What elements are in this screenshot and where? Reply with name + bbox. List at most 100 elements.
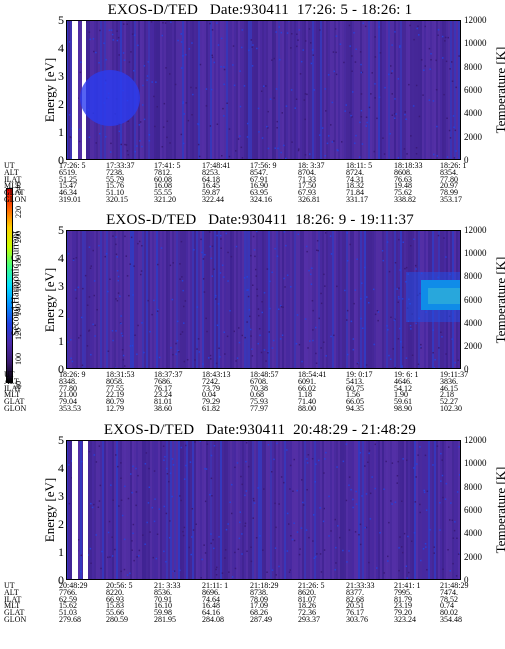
spectrogram-column	[400, 440, 402, 580]
orbit-value: 78.09	[250, 594, 268, 604]
spectrogram-column	[166, 20, 168, 160]
orbit-row-name: GLAT	[4, 608, 25, 618]
spectrogram-column	[336, 440, 338, 580]
spectrogram-speckle	[365, 493, 368, 495]
spectrogram-column	[324, 20, 326, 160]
spectrogram-column	[148, 440, 150, 580]
spectrogram-speckle	[389, 358, 392, 360]
spectrogram-speckle	[239, 521, 241, 523]
spectrogram-column	[270, 440, 272, 580]
spectrogram-speckle	[319, 134, 321, 136]
spectrogram-column	[352, 20, 354, 160]
orbit-value: 7766.	[59, 587, 77, 597]
spectrogram-speckle	[249, 315, 251, 318]
spectrogram-column	[94, 440, 96, 580]
spectrogram-speckle	[386, 241, 389, 243]
spectrogram-speckle	[454, 521, 456, 523]
orbit-value: 303.76	[346, 614, 368, 624]
spectrogram-speckle	[199, 440, 201, 442]
spectrogram-column	[222, 20, 224, 160]
spectrogram-speckle	[446, 156, 449, 158]
spectrogram-speckle	[180, 446, 183, 449]
orbit-value: 55.66	[106, 608, 124, 618]
spectrogram-column	[322, 440, 324, 580]
spectrogram-column	[360, 440, 362, 580]
spectrogram-speckle	[390, 65, 392, 67]
spectrogram-speckle	[210, 454, 213, 457]
spectrogram-column	[356, 230, 358, 369]
spectrogram-speckle	[286, 550, 289, 552]
spectrogram-column	[298, 230, 300, 369]
spectrogram-column	[182, 440, 184, 580]
spectrogram-speckle	[96, 309, 98, 311]
spectrogram-column	[456, 440, 458, 580]
spectrogram-speckle	[304, 93, 307, 95]
spectrogram-speckle	[420, 59, 423, 61]
spectrogram-column	[428, 20, 430, 160]
orbit-row-name: MLT	[4, 601, 21, 611]
spectrogram-speckle	[78, 337, 80, 339]
spectrogram-speckle	[227, 523, 229, 525]
spectrogram-speckle	[195, 87, 197, 89]
spectrogram-speckle	[314, 481, 316, 483]
spectrogram-speckle	[135, 467, 137, 470]
spectrogram-column	[90, 440, 92, 580]
spectrogram-column	[328, 230, 330, 369]
spectrogram-column	[394, 230, 396, 369]
spectrogram-column	[72, 230, 74, 369]
spectrogram-speckle	[147, 502, 150, 504]
colorbar-tick: 100	[14, 352, 23, 365]
spectrogram-speckle	[210, 257, 213, 260]
spectrogram-speckle	[86, 345, 89, 347]
spectrogram-column	[332, 20, 334, 160]
orbit-value: 23.24	[154, 390, 172, 400]
spectrogram-speckle	[110, 142, 112, 145]
spectrogram-speckle	[229, 310, 231, 312]
spectrogram-speckle	[223, 115, 225, 117]
spectrogram-column	[136, 440, 138, 580]
spectrogram-speckle	[359, 523, 362, 526]
spectrogram-speckle	[214, 294, 217, 297]
spectrogram-column	[332, 440, 334, 580]
spectrogram-column	[252, 440, 254, 580]
spectrogram-speckle	[107, 531, 110, 534]
spectrogram-speckle	[276, 127, 278, 129]
orbit-value: 2.18	[440, 390, 454, 400]
spectrogram-speckle	[271, 569, 274, 571]
spectrogram-speckle	[255, 537, 258, 539]
panel-1-ylabel-right: Temperature [K]	[493, 46, 505, 134]
spectrogram-speckle	[422, 548, 425, 550]
spectrogram-column	[350, 230, 352, 369]
orbit-value: 80.79	[106, 397, 124, 407]
spectrogram-speckle	[455, 150, 457, 152]
spectrogram-speckle	[298, 343, 301, 346]
spectrogram-speckle	[158, 356, 161, 359]
spectrogram-speckle	[68, 502, 71, 505]
spectrogram-speckle	[349, 243, 351, 246]
spectrogram-speckle	[140, 270, 143, 272]
y-tick-label: 3	[58, 69, 64, 83]
spectrogram-column	[176, 440, 178, 580]
spectrogram-column	[242, 230, 244, 369]
spectrogram-speckle	[330, 530, 332, 532]
orbit-value: 20.97	[440, 181, 458, 191]
spectrogram-speckle	[74, 289, 77, 291]
spectrogram-speckle	[68, 41, 71, 43]
spectrogram-speckle	[303, 99, 306, 101]
spectrogram-speckle	[271, 59, 273, 61]
spectrogram-speckle	[275, 31, 277, 33]
panel-3-title: EXOS-D/TED Date:930411 20:48:29 - 21:48:…	[103, 422, 417, 438]
spectrogram-speckle	[420, 559, 422, 562]
spectrogram-speckle	[110, 29, 113, 31]
spectrogram-speckle	[457, 359, 459, 361]
spectrogram-column	[114, 440, 116, 580]
spectrogram-speckle	[377, 319, 379, 322]
spectrogram-speckle	[213, 547, 215, 550]
spectrogram-column	[70, 20, 72, 160]
spectrogram-speckle	[143, 118, 146, 121]
spectrogram-column	[106, 230, 108, 369]
spectrogram-speckle	[123, 568, 126, 571]
spectrogram-speckle	[280, 306, 283, 308]
spectrogram-speckle	[163, 550, 165, 553]
spectrogram-column	[70, 230, 72, 369]
